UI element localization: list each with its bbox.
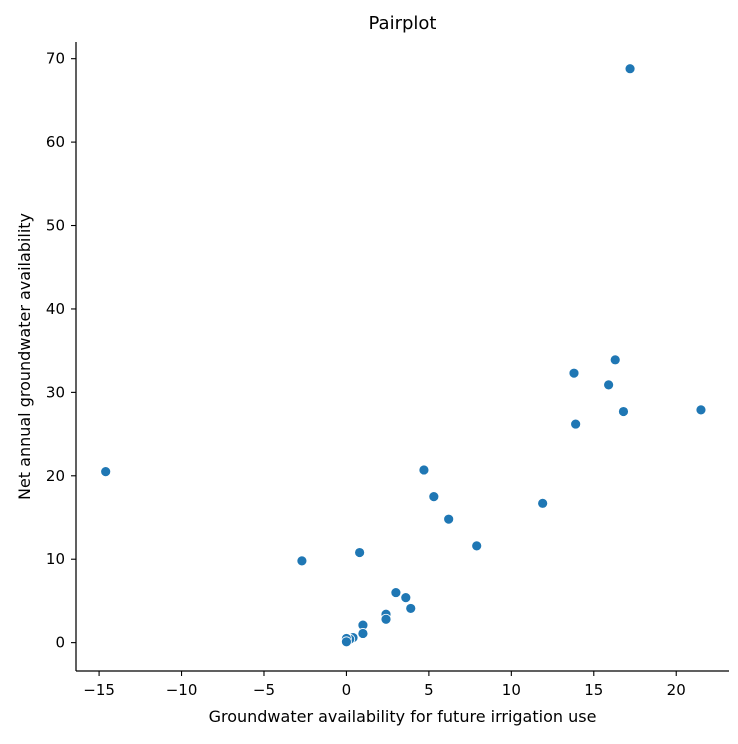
y-tick-label: 60 <box>46 133 65 151</box>
data-point <box>101 467 111 477</box>
y-tick-label: 30 <box>46 383 65 401</box>
data-point <box>429 492 439 502</box>
y-tick-label: 50 <box>46 217 65 235</box>
data-point <box>696 405 706 415</box>
data-point <box>625 64 635 74</box>
data-point <box>381 614 391 624</box>
y-tick-label: 40 <box>46 300 65 318</box>
data-point <box>472 541 482 551</box>
x-tick-label: −15 <box>83 681 115 699</box>
y-tick-label: 10 <box>46 550 65 568</box>
y-tick-label: 20 <box>46 467 65 485</box>
data-point <box>569 368 579 378</box>
data-point <box>341 637 351 647</box>
data-point <box>358 628 368 638</box>
data-point <box>618 407 628 417</box>
x-tick-label: 15 <box>584 681 603 699</box>
data-point <box>610 355 620 365</box>
x-axis-label: Groundwater availability for future irri… <box>209 707 597 726</box>
data-point <box>571 419 581 429</box>
data-point <box>419 465 429 475</box>
data-point <box>538 498 548 508</box>
x-tick-label: 20 <box>667 681 686 699</box>
data-point <box>406 603 416 613</box>
y-axis-label: Net annual groundwater availability <box>15 213 34 500</box>
x-axis-ticks: −15 −10 −5 0 5 10 15 20 <box>83 671 686 699</box>
data-point <box>391 588 401 598</box>
x-tick-label: 5 <box>424 681 434 699</box>
y-tick-label: 70 <box>46 50 65 68</box>
points-layer <box>101 64 706 647</box>
data-point <box>355 548 365 558</box>
y-tick-label: 0 <box>55 634 65 652</box>
chart-title: Pairplot <box>369 13 437 34</box>
x-tick-label: 10 <box>502 681 521 699</box>
x-tick-label: −5 <box>253 681 275 699</box>
data-point <box>401 593 411 603</box>
y-axis-ticks: 0 10 20 30 40 50 60 70 <box>46 50 76 652</box>
data-point <box>297 556 307 566</box>
data-point <box>604 380 614 390</box>
x-tick-label: 0 <box>342 681 352 699</box>
x-tick-label: −10 <box>166 681 198 699</box>
data-point <box>444 514 454 524</box>
